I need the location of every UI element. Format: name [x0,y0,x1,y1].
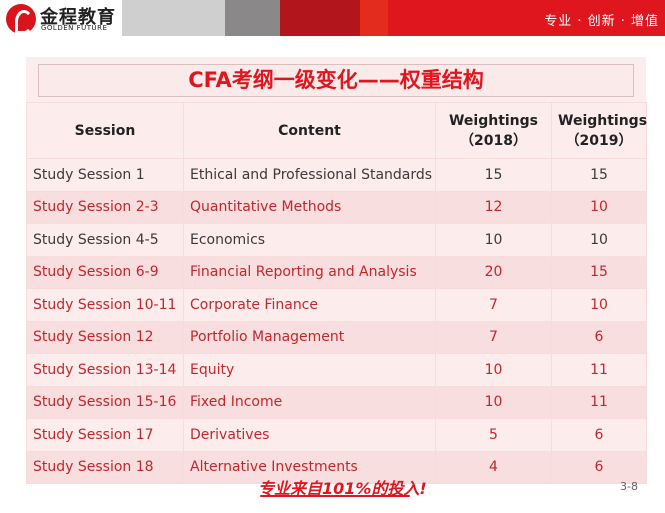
header-band-gray [225,0,280,36]
weighting-2018-cell: 10 [435,385,552,419]
weighting-2019-cell: 6 [551,418,647,452]
header-content: Content [183,102,436,159]
weighting-2018-cell: 10 [435,223,552,257]
weightings-table: Session Content Weightings（2018） Weighti… [26,102,647,484]
slogan-underline [260,495,410,497]
header-bar: 金程教育 GOLDEN FUTURE 专业 · 创新 · 增值 [0,0,665,36]
table-row: Study Session 15-16 Fixed Income 10 11 [26,385,647,419]
content-cell: Alternative Investments [183,450,436,484]
logo-emblem-icon [6,4,36,34]
table-row: Study Session 1 Ethical and Professional… [26,158,647,192]
page-number: 3-8 [620,480,638,493]
weighting-2019-cell: 11 [551,385,647,419]
header-tagline: 专业 · 创新 · 增值 [544,14,659,29]
logo: 金程教育 GOLDEN FUTURE [4,2,122,36]
session-cell: Study Session 17 [26,418,184,452]
footer-slogan: 专业来自101%的投入! [258,479,427,498]
table-row: Study Session 17 Derivatives 5 6 [26,418,647,452]
session-cell: Study Session 2-3 [26,190,184,224]
table-row: Study Session 13-14 Equity 10 11 [26,353,647,387]
slide-title: CFA考纲一级变化——权重结构 [188,68,484,92]
content-cell: Corporate Finance [183,288,436,322]
weighting-2018-cell: 4 [435,450,552,484]
session-cell: Study Session 4-5 [26,223,184,257]
weighting-2018-cell: 20 [435,255,552,289]
session-cell: Study Session 12 [26,320,184,354]
weighting-2019-cell: 15 [551,158,647,192]
content-cell: Quantitative Methods [183,190,436,224]
weighting-2018-cell: 10 [435,353,552,387]
weighting-2019-cell: 10 [551,288,647,322]
table-row: Study Session 12 Portfolio Management 7 … [26,320,647,354]
logo-chinese-text: 金程教育 [40,7,116,28]
table-row: Study Session 10-11 Corporate Finance 7 … [26,288,647,322]
weighting-2018-cell: 12 [435,190,552,224]
weighting-2019-cell: 6 [551,450,647,484]
weighting-2019-cell: 10 [551,190,647,224]
header-session: Session [26,102,184,159]
logo-english-text: GOLDEN FUTURE [41,24,108,32]
weighting-2018-cell: 15 [435,158,552,192]
header-band-orange-red [360,0,388,36]
content-cell: Ethical and Professional Standards [183,158,436,192]
title-box: CFA考纲一级变化——权重结构 [38,64,634,97]
table-row: Study Session 18 Alternative Investments… [26,450,647,484]
table-header-row: Session Content Weightings（2018） Weighti… [26,102,647,159]
content-cell: Equity [183,353,436,387]
weighting-2019-cell: 10 [551,223,647,257]
weighting-2019-cell: 11 [551,353,647,387]
content-cell: Economics [183,223,436,257]
content-cell: Financial Reporting and Analysis [183,255,436,289]
session-cell: Study Session 6-9 [26,255,184,289]
table-row: Study Session 6-9 Financial Reporting an… [26,255,647,289]
header-band-dark-red [280,0,360,36]
session-cell: Study Session 18 [26,450,184,484]
header-weightings-2019: Weightings（2019） [551,102,647,159]
weighting-2018-cell: 5 [435,418,552,452]
header-band-light-gray [122,0,225,36]
weighting-2018-cell: 7 [435,288,552,322]
weighting-2018-cell: 7 [435,320,552,354]
table-row: Study Session 4-5 Economics 10 10 [26,223,647,257]
content-panel: CFA考纲一级变化——权重结构 Session Content Weightin… [26,57,647,484]
session-cell: Study Session 15-16 [26,385,184,419]
header-band-red: 专业 · 创新 · 增值 [388,0,665,36]
session-cell: Study Session 13-14 [26,353,184,387]
content-cell: Derivatives [183,418,436,452]
weighting-2019-cell: 15 [551,255,647,289]
content-cell: Fixed Income [183,385,436,419]
header-weightings-2018: Weightings（2018） [435,102,552,159]
content-cell: Portfolio Management [183,320,436,354]
session-cell: Study Session 10-11 [26,288,184,322]
table-row: Study Session 2-3 Quantitative Methods 1… [26,190,647,224]
weighting-2019-cell: 6 [551,320,647,354]
session-cell: Study Session 1 [26,158,184,192]
